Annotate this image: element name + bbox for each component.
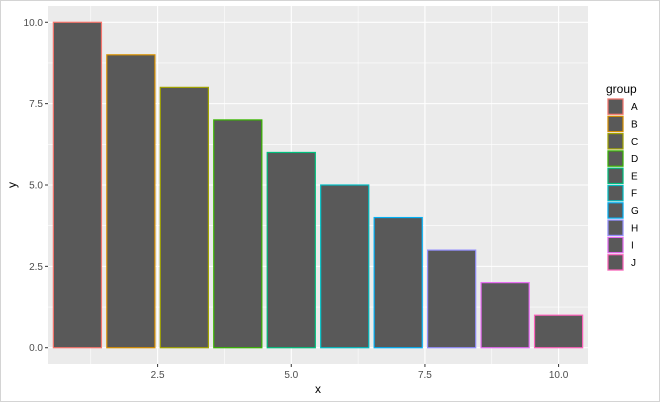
y-tick-label: 0.0 xyxy=(29,343,43,354)
bar-D xyxy=(213,119,263,349)
y-tick-label: 2.5 xyxy=(29,262,43,273)
legend-label-D: D xyxy=(631,154,638,165)
bar-J xyxy=(533,314,584,349)
legend-key-G xyxy=(607,202,624,219)
y-tick-label: 5.0 xyxy=(29,181,43,192)
y-tick-label: 7.5 xyxy=(29,99,43,110)
bar-E xyxy=(266,151,316,349)
x-tick-label: 10.0 xyxy=(549,370,569,381)
bar-A xyxy=(52,21,103,349)
x-tick-label: 2.5 xyxy=(151,370,165,381)
bar-B xyxy=(106,54,156,349)
bar-I xyxy=(480,282,530,349)
bars xyxy=(52,21,584,349)
bar-H xyxy=(427,249,477,349)
x-tick-label: 5.0 xyxy=(284,370,298,381)
legend-key-H xyxy=(607,219,624,237)
legend-label-I: I xyxy=(631,241,634,252)
legend-label-H: H xyxy=(631,223,638,234)
y-tick-label: 10.0 xyxy=(24,18,44,29)
legend-label-B: B xyxy=(631,119,638,130)
bar-C xyxy=(159,86,209,349)
y-axis-ticks: 0.0 2.5 5.0 7.5 10.0 xyxy=(24,18,48,354)
bar-F xyxy=(320,184,370,349)
legend-label-F: F xyxy=(631,189,637,200)
legend-key-B xyxy=(607,115,624,133)
legend-label-J: J xyxy=(631,258,636,269)
legend-key-E xyxy=(607,167,624,185)
x-axis-title: x xyxy=(315,382,321,396)
legend-title: group xyxy=(606,82,637,96)
legend-key-J xyxy=(607,254,624,271)
bar-G xyxy=(373,216,423,349)
legend-label-C: C xyxy=(631,137,638,148)
legend-label-E: E xyxy=(631,171,638,182)
legend-key-A xyxy=(607,98,624,115)
legend-key-D xyxy=(607,150,624,167)
legend-key-C xyxy=(607,133,624,150)
legend-key-F xyxy=(607,184,624,202)
legend-label-G: G xyxy=(631,206,639,217)
y-axis-title: y xyxy=(5,182,19,188)
legend-key-I xyxy=(607,236,624,254)
legend-label-A: A xyxy=(631,102,638,113)
x-axis-ticks: 2.5 5.0 7.5 10.0 xyxy=(151,364,569,381)
x-tick-label: 7.5 xyxy=(418,370,432,381)
